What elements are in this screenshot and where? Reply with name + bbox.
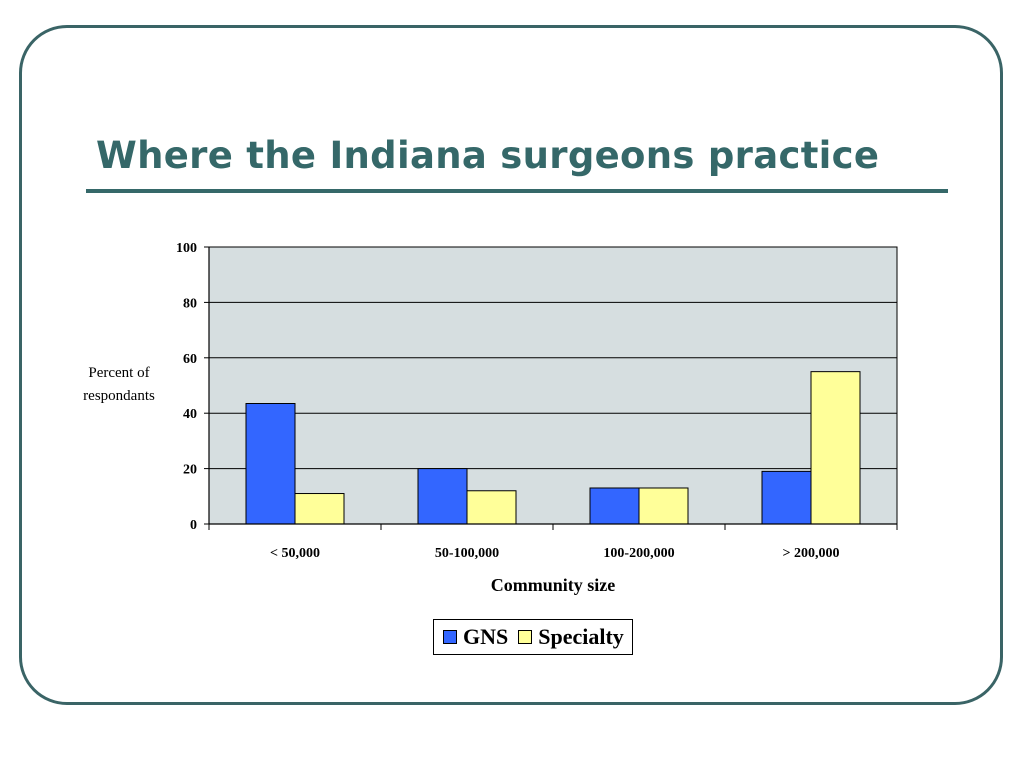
x-tick-labels: < 50,000 50-100,000 100-200,000 > 200,000: [270, 546, 839, 561]
legend-swatch-specialty: [518, 630, 533, 644]
legend-label-specialty: Specialty: [538, 624, 624, 649]
bar-gns: [245, 403, 296, 525]
y-axis-label: Percent of respondants: [60, 362, 178, 408]
y-tick-label: 100: [176, 241, 197, 256]
slide-title: Where the Indiana surgeons practice: [96, 134, 880, 177]
y-tick-label: 80: [183, 296, 197, 311]
bar-gns: [589, 487, 640, 525]
x-tick-label: < 50,000: [270, 546, 320, 561]
bar-gns: [761, 470, 812, 525]
legend-swatch-gns: [443, 630, 457, 644]
legend-item-specialty: Specialty: [518, 624, 624, 650]
x-tick-label: > 200,000: [783, 546, 840, 561]
bar-specialty: [810, 371, 861, 525]
y-axis-label-line-2: respondants: [83, 388, 155, 404]
y-tick-labels: 0 20 40 60 80 100: [176, 241, 197, 533]
y-tick-label: 40: [183, 407, 197, 422]
x-tick-label: 100-200,000: [603, 546, 674, 561]
y-axis-label-line-1: Percent of: [88, 365, 150, 381]
y-tick-label: 20: [183, 463, 197, 478]
x-tick-label: 50-100,000: [435, 546, 499, 561]
y-tick-label: 0: [190, 518, 197, 533]
legend-item-gns: GNS: [443, 624, 508, 650]
axes: [204, 246, 898, 530]
x-axis-label: Community size: [490, 575, 616, 595]
bar-specialty: [294, 493, 345, 525]
legend-label-gns: GNS: [463, 624, 509, 649]
bar-gns: [417, 468, 468, 525]
bars: [245, 371, 861, 525]
title-underline: [86, 189, 948, 193]
bar-specialty: [466, 490, 517, 525]
y-tick-label: 60: [183, 352, 197, 367]
gridlines: [209, 246, 897, 470]
legend: GNS Specialty: [433, 619, 633, 655]
bar-specialty: [638, 487, 689, 525]
